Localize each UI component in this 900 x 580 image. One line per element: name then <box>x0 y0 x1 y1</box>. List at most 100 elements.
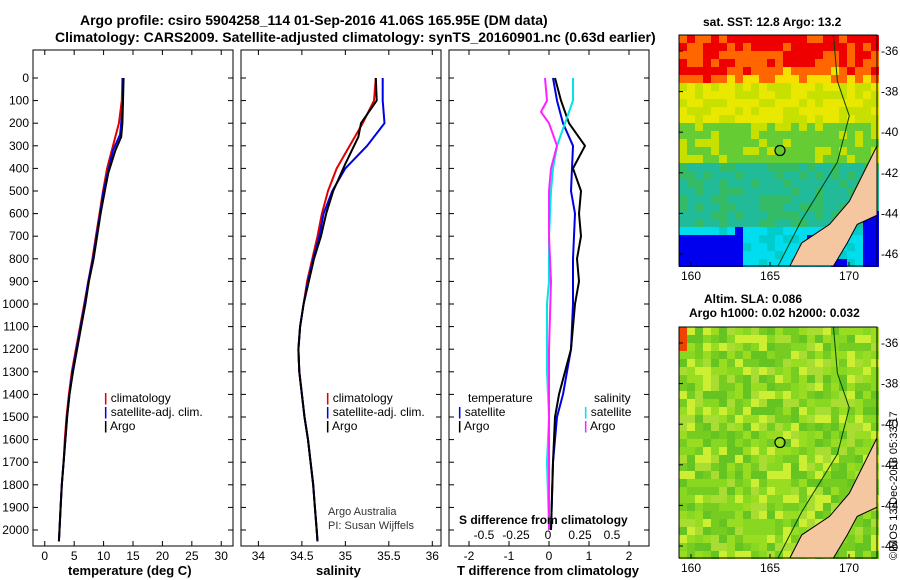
map-cell <box>687 511 695 519</box>
map-cell <box>751 139 759 147</box>
map-cell <box>831 463 839 471</box>
map-cell <box>743 503 751 511</box>
map-cell <box>783 235 791 243</box>
map-cell <box>719 391 727 399</box>
map-cell <box>759 179 767 187</box>
map-cell <box>759 463 767 471</box>
map-cell <box>855 259 863 267</box>
map-cell <box>807 335 815 343</box>
map-cell <box>759 455 767 463</box>
map-cell <box>823 131 831 139</box>
map-cell <box>807 203 815 211</box>
map-cell <box>727 179 735 187</box>
map-cell <box>807 75 815 83</box>
map-cell <box>839 35 847 43</box>
map-cell <box>703 495 711 503</box>
map-cell <box>759 211 767 219</box>
map-cell <box>815 407 823 415</box>
map-cell <box>871 391 879 399</box>
map-cell <box>743 543 751 551</box>
map-cell <box>687 171 695 179</box>
map-cell <box>735 431 743 439</box>
map-cell <box>711 335 719 343</box>
map-cell <box>719 519 727 527</box>
map-cell <box>727 327 735 335</box>
map-cell <box>719 235 727 243</box>
map-cell <box>799 335 807 343</box>
map-cell <box>751 463 759 471</box>
map-cell <box>871 423 879 431</box>
map-cell <box>687 139 695 147</box>
map-cell <box>687 251 695 259</box>
map-cell <box>799 187 807 195</box>
sla-map-title-line2: Argo h1000: 0.02 h2000: 0.032 <box>689 306 860 320</box>
map-cell <box>823 511 831 519</box>
map-cell <box>679 35 687 43</box>
map-cell <box>695 423 703 431</box>
map-cell <box>735 399 743 407</box>
map-cell <box>863 327 871 335</box>
map-cell <box>759 187 767 195</box>
map-cell <box>807 447 815 455</box>
map-cell <box>855 163 863 171</box>
map-cell <box>791 235 799 243</box>
map-cell <box>871 335 879 343</box>
map-cell <box>735 439 743 447</box>
map-cell <box>823 495 831 503</box>
map-cell <box>871 115 879 123</box>
map-y-tick-label: -42 <box>881 458 899 472</box>
map-cell <box>711 67 719 75</box>
map-cell <box>839 99 847 107</box>
map-cell <box>687 195 695 203</box>
x-tick-label: 34 <box>252 549 266 563</box>
map-cell <box>783 59 791 67</box>
map-cell <box>815 35 823 43</box>
map-cell <box>767 123 775 131</box>
map-cell <box>727 455 735 463</box>
map-cell <box>799 179 807 187</box>
map-cell <box>687 147 695 155</box>
map-cell <box>735 67 743 75</box>
map-cell <box>871 359 879 367</box>
map-cell <box>799 227 807 235</box>
map-cell <box>783 75 791 83</box>
map-cell <box>871 259 879 267</box>
map-cell <box>767 551 775 559</box>
map-cell <box>799 75 807 83</box>
map-cell <box>743 83 751 91</box>
map-cell <box>839 203 847 211</box>
depth-tick-label: 0 <box>22 71 29 85</box>
map-cell <box>679 543 687 551</box>
map-cell <box>719 551 727 559</box>
map-cell <box>855 251 863 259</box>
map-cell <box>687 235 695 243</box>
map-cell <box>839 439 847 447</box>
map-cell <box>679 195 687 203</box>
map-cell <box>831 91 839 99</box>
map-cell <box>735 147 743 155</box>
map-cell <box>703 383 711 391</box>
map-cell <box>719 107 727 115</box>
map-cell <box>847 179 855 187</box>
map-cell <box>815 495 823 503</box>
map-cell <box>743 423 751 431</box>
map-cell <box>783 115 791 123</box>
map-cell <box>783 543 791 551</box>
map-cell <box>815 471 823 479</box>
map-cell <box>775 519 783 527</box>
map-cell <box>727 367 735 375</box>
map-cell <box>719 227 727 235</box>
map-cell <box>727 471 735 479</box>
map-y-tick-label: -40 <box>881 417 899 431</box>
map-cell <box>783 431 791 439</box>
map-cell <box>695 511 703 519</box>
diff-legend-salinity-title: salinity <box>594 391 631 405</box>
map-cell <box>711 35 719 43</box>
map-cell <box>727 383 735 391</box>
map-cell <box>767 495 775 503</box>
map-cell <box>687 335 695 343</box>
map-cell <box>823 327 831 335</box>
map-cell <box>783 327 791 335</box>
salinity-panel: 34 34.5 35 35.5 36 <box>240 49 442 563</box>
map-cell <box>719 163 727 171</box>
